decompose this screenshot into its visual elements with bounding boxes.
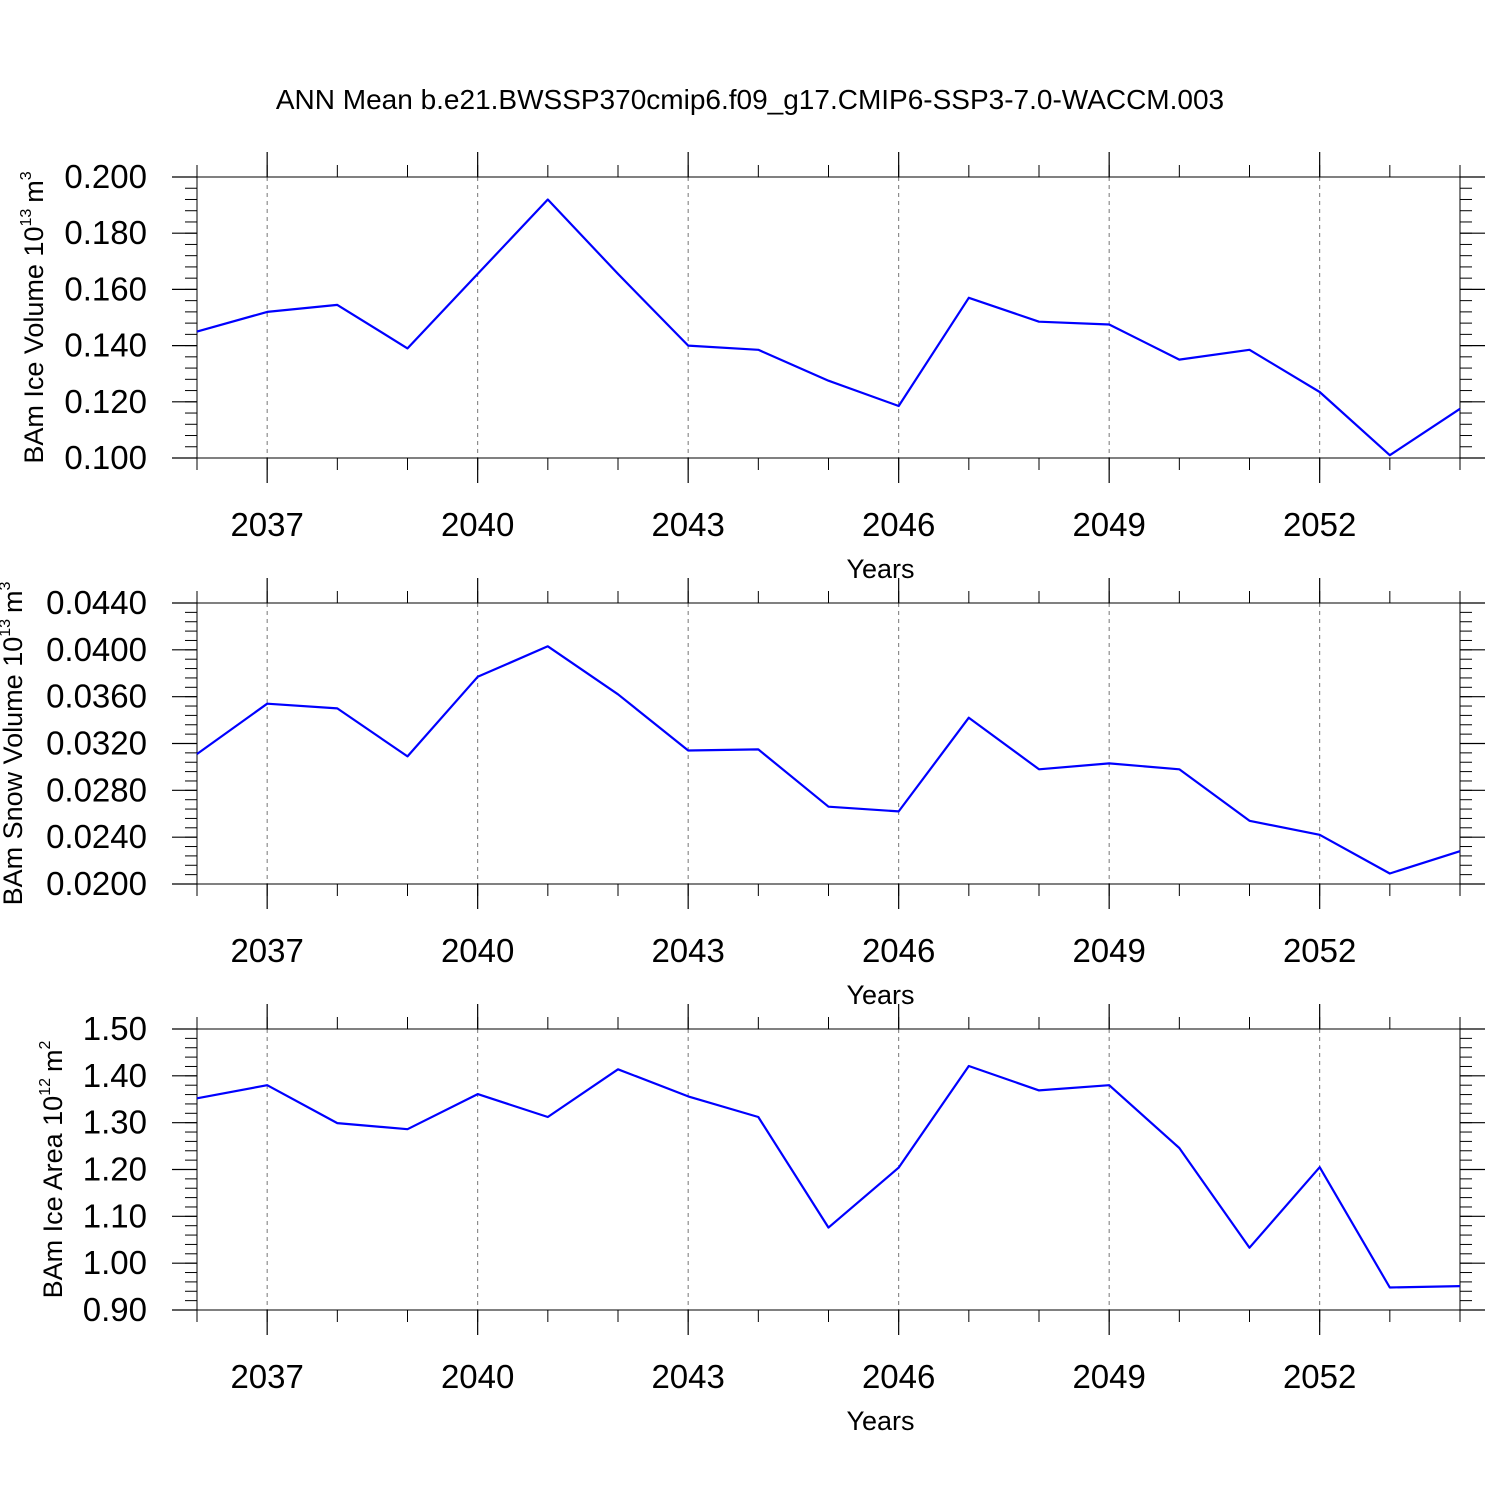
x-tick-label: 2043 (651, 932, 724, 969)
x-tick-label: 2046 (862, 506, 935, 543)
y-tick-label: 0.160 (64, 270, 147, 307)
y-tick-label: 0.120 (64, 383, 147, 420)
y-tick-label: 1.10 (83, 1197, 147, 1234)
x-tick-label: 2049 (1072, 1358, 1145, 1395)
x-axis-label: Years (846, 554, 914, 584)
y-tick-label: 1.40 (83, 1057, 147, 1094)
x-tick-label: 2037 (230, 506, 303, 543)
x-axis-label: Years (846, 980, 914, 1010)
figure-title: ANN Mean b.e21.BWSSP370cmip6.f09_g17.CMI… (0, 84, 1500, 116)
y-tick-label: 0.0280 (46, 771, 147, 808)
x-tick-label: 2052 (1283, 506, 1356, 543)
y-axis-label: BAm Ice Area 1012m2 (37, 1041, 68, 1299)
y-tick-label: 0.180 (64, 214, 147, 251)
y-tick-label: 1.30 (83, 1104, 147, 1141)
y-tick-label: 0.200 (64, 158, 147, 195)
y-tick-label: 0.0240 (46, 818, 147, 855)
y-tick-label: 0.0400 (46, 631, 147, 668)
y-tick-label: 0.0320 (46, 725, 147, 762)
x-tick-label: 2040 (441, 506, 514, 543)
x-tick-label: 2040 (441, 932, 514, 969)
panel-3: 2037 2040 2043 2046 2049 2052 0.90 1.00 1.10 1.20… (37, 1004, 1485, 1436)
y-tick-label: 0.0440 (46, 584, 147, 621)
x-tick-label: 2052 (1283, 1358, 1356, 1395)
y-axis-label: BAm Snow Volume 1013m3 (0, 581, 28, 905)
x-tick-label: 2037 (230, 932, 303, 969)
x-tick-label: 2037 (230, 1358, 303, 1395)
panel-1: 2037 2040 2043 2046 2049 2052 0.100 0.120 0.140 0… (18, 152, 1485, 584)
series-line (197, 1066, 1460, 1288)
y-tick-label: 1.00 (83, 1244, 147, 1281)
y-tick-label: 0.0200 (46, 865, 147, 902)
x-tick-label: 2049 (1072, 506, 1145, 543)
x-tick-label: 2043 (651, 1358, 724, 1395)
panel-2: 2037 2040 2043 2046 2049 2052 0.0200 0.0240 0.02… (0, 578, 1485, 1010)
y-tick-label: 0.100 (64, 439, 147, 476)
y-tick-label: 0.90 (83, 1291, 147, 1328)
x-tick-label: 2046 (862, 1358, 935, 1395)
x-axis-label: Years (846, 1406, 914, 1436)
series-line (197, 200, 1460, 456)
plot-frame (197, 177, 1460, 458)
x-tick-label: 2040 (441, 1358, 514, 1395)
plot-frame (197, 603, 1460, 884)
x-tick-label: 2043 (651, 506, 724, 543)
y-tick-label: 1.50 (83, 1010, 147, 1047)
y-tick-label: 0.0360 (46, 678, 147, 715)
x-tick-label: 2052 (1283, 932, 1356, 969)
y-axis-label: BAm Ice Volume 1013m3 (18, 171, 49, 463)
x-tick-label: 2049 (1072, 932, 1145, 969)
x-tick-label: 2046 (862, 932, 935, 969)
y-tick-label: 0.140 (64, 327, 147, 364)
y-tick-label: 1.20 (83, 1151, 147, 1188)
series-line (197, 646, 1460, 873)
plot-frame (197, 1029, 1460, 1310)
